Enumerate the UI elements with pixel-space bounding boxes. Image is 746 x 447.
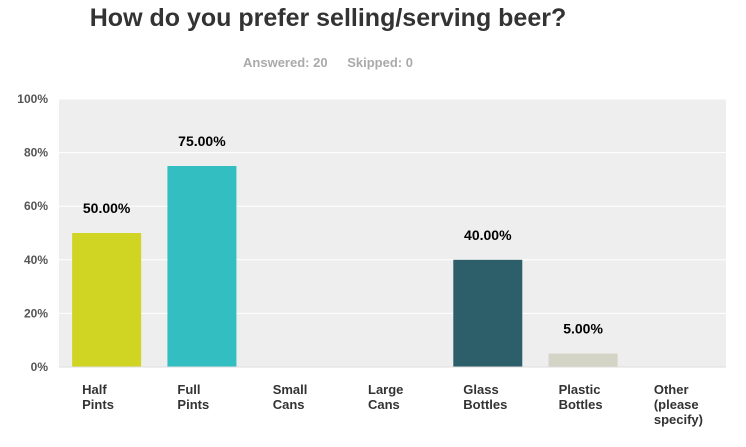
x-tick-label: Other (please specify) xyxy=(654,382,703,427)
y-tick-label: 60% xyxy=(24,199,48,213)
x-tick-label: Full Pints xyxy=(177,382,209,412)
x-tick-label: Half Pints xyxy=(82,382,114,412)
y-tick-label: 100% xyxy=(17,92,48,106)
response-stats: Answered: 20 Skipped: 0 xyxy=(0,55,656,70)
plot-area xyxy=(59,99,726,367)
x-tick-label: Plastic Bottles xyxy=(559,382,603,412)
y-tick-label: 40% xyxy=(24,253,48,267)
data-label: 40.00% xyxy=(464,227,512,243)
y-tick-label: 80% xyxy=(24,146,48,160)
data-label: 50.00% xyxy=(83,200,131,216)
x-tick-label: Large Cans xyxy=(368,382,403,412)
chart-title: How do you prefer selling/serving beer? xyxy=(89,4,567,32)
y-tick-label: 0% xyxy=(31,360,49,374)
bar xyxy=(167,166,237,367)
data-label: 75.00% xyxy=(178,133,226,149)
bar xyxy=(453,259,523,367)
bar xyxy=(548,353,618,367)
x-tick-label: Glass Bottles xyxy=(463,382,507,412)
bar xyxy=(72,233,142,367)
skipped-count: Skipped: 0 xyxy=(347,55,413,70)
y-tick-label: 20% xyxy=(24,306,48,320)
answered-count: Answered: 20 xyxy=(243,55,328,70)
x-tick-label: Small Cans xyxy=(273,382,308,412)
data-label: 5.00% xyxy=(563,321,603,337)
